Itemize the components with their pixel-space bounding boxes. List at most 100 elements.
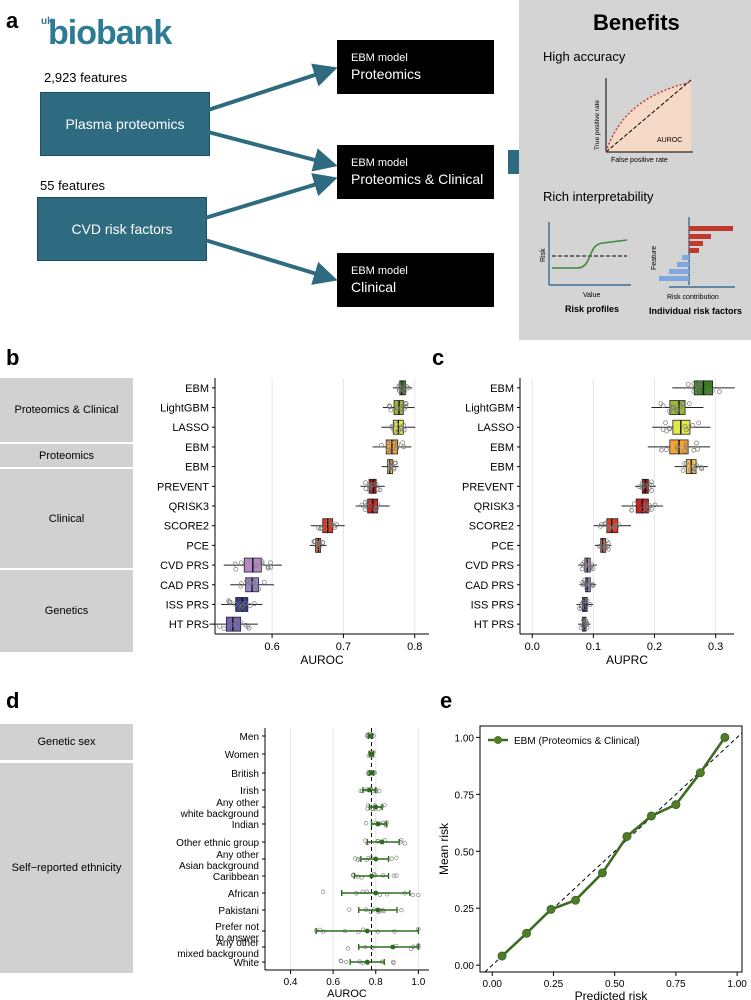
data-point [614, 523, 620, 529]
data-point [268, 560, 273, 566]
category-label: British [231, 769, 259, 780]
x-tick-label: 0.00 [483, 979, 503, 990]
data-point [238, 583, 244, 589]
group-proteomics-clinical: Proteomics & Clinical [0, 378, 133, 442]
calibration-plot: 0.00 0.00 0.25 0.25 0.50 0.50 0.75 0.75 1.00 1.00… [437, 725, 747, 1000]
category-label: LASSO [477, 422, 514, 434]
data-point [385, 440, 391, 446]
panel-b-letter: b [6, 345, 20, 370]
data-point [402, 406, 407, 412]
model-name: Proteomics [351, 66, 422, 82]
data-point [674, 444, 680, 450]
data-point [646, 482, 652, 487]
data-point [363, 480, 368, 486]
data-point [694, 463, 700, 469]
category-label: Pakistani [218, 906, 259, 917]
feature-bar [659, 276, 689, 281]
data-point [640, 507, 646, 512]
category-label-line: Prefer not [215, 922, 259, 933]
data-point [370, 945, 375, 951]
data-point [590, 566, 596, 571]
data-point [238, 601, 243, 606]
data-point [316, 525, 321, 531]
data-point [266, 565, 271, 571]
data-point [239, 581, 244, 586]
data-point [368, 502, 373, 508]
mean-point [375, 821, 381, 827]
x-axis-label: AUROC [327, 988, 367, 1000]
roc-diagonal [605, 79, 692, 153]
data-point [405, 385, 411, 391]
data-point [394, 446, 399, 451]
benefits-panel: Benefits High accuracy Rich interpretabi… [519, 0, 751, 340]
data-point [579, 603, 584, 609]
category-label: CVD PRS [465, 560, 514, 572]
risk-caption: Risk profiles [565, 304, 619, 314]
calibration-point [646, 811, 656, 821]
calibration-point [522, 928, 532, 938]
data-point [683, 442, 689, 448]
x-tick-label: 0.0 [525, 641, 540, 653]
data-point [233, 566, 239, 572]
data-point [232, 561, 238, 567]
category-label: PCE [186, 540, 209, 552]
data-point [391, 428, 397, 434]
category-label: Men [240, 732, 259, 743]
box [669, 400, 686, 415]
data-point [373, 481, 379, 487]
calibration-point [570, 895, 580, 905]
data-point [238, 620, 244, 626]
category-label: Any other white background [180, 798, 260, 820]
data-point [369, 482, 374, 488]
data-point [680, 401, 686, 406]
data-point [394, 855, 399, 860]
feature-bar [682, 255, 689, 260]
feature-bar [677, 262, 689, 267]
model-name: Proteomics & Clinical [351, 171, 484, 187]
data-point [637, 484, 642, 490]
data-point [601, 540, 606, 546]
group-genetic-sex: Genetic sex [0, 724, 133, 760]
x-tick-label: 0.50 [605, 979, 625, 990]
category-label-line: white background [180, 809, 259, 820]
category-label-line: Any other [216, 938, 259, 949]
data-point [363, 486, 369, 492]
data-point [247, 580, 253, 586]
x-axis-label: Predicted risk [575, 989, 649, 1000]
category-label: ISS PRS [166, 599, 209, 611]
calibration-point [720, 732, 730, 742]
risk-curve [552, 239, 628, 269]
panel-d-letter: d [6, 688, 20, 713]
model-name: Clinical [351, 279, 397, 295]
data-point [649, 482, 654, 488]
calibration-point [546, 904, 556, 914]
data-point [584, 586, 590, 592]
panel-c-letter: c [432, 345, 445, 370]
panel-a-letter: a [6, 8, 19, 33]
roc-auroc-text: AUROC [657, 137, 682, 144]
logo-text: biobank [48, 14, 172, 52]
data-point [366, 803, 371, 808]
logo-uk: uk [41, 16, 53, 27]
data-point [397, 388, 402, 394]
category-label: Indian [232, 820, 259, 831]
data-point [233, 617, 238, 623]
data-point [268, 564, 274, 570]
data-point [377, 788, 382, 794]
data-point [579, 566, 585, 572]
data-point [234, 625, 240, 631]
data-point [598, 544, 604, 550]
category-label: EBM [185, 383, 209, 395]
data-point [320, 540, 325, 545]
data-point [682, 448, 687, 454]
calibration-point [671, 800, 681, 810]
category-label: Any other mixed background [177, 938, 259, 960]
data-point [606, 546, 611, 552]
data-point [579, 562, 585, 567]
feature-count-clinical: 55 features [40, 178, 106, 193]
y-tick-label: 1.00 [455, 733, 475, 744]
roc-xlabel: False positive rate [611, 157, 668, 164]
arrow-proteomics-to-combined [207, 130, 338, 172]
feature-ylabel: Feature [651, 246, 658, 270]
data-point [391, 873, 396, 878]
